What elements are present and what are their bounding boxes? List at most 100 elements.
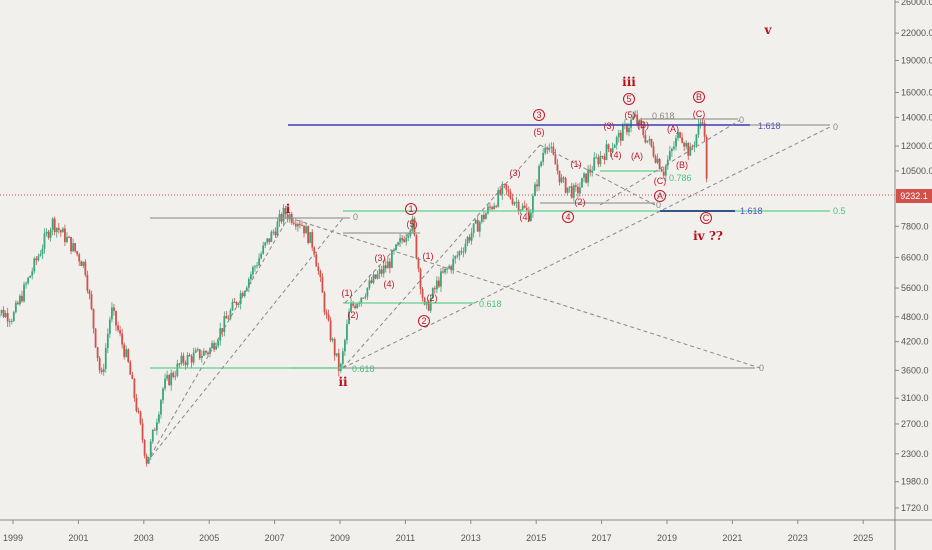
candle [125,349,128,357]
price-axis[interactable]: 26000.0 22000.0 19000.0 16000.0 14000.0 12000… [895,0,932,513]
candle [292,222,295,224]
candle [628,127,630,133]
candle [233,301,236,303]
candle [223,316,226,333]
candle [4,313,7,318]
y-tick-label: 10500.0 [901,166,932,176]
candle [468,237,471,241]
candle [583,173,585,178]
candle [399,238,401,243]
candle [217,340,220,346]
candle [664,165,667,176]
candle [186,355,189,366]
wave-ii-label: ii [338,375,348,389]
candle [554,154,557,165]
candle [317,266,320,272]
candle [104,348,107,369]
candle [68,236,70,238]
x-tick-label: 2019 [657,533,677,543]
candle [591,170,594,173]
sub-wave-label: (4) [384,279,395,289]
time-axis[interactable]: 1999 2001 2003 2005 2007 2009 2011 2013 2015 2017… [3,520,873,543]
candle [570,186,573,198]
candle [268,238,271,242]
circle-5-text: 5 [626,94,631,104]
trend-line [146,217,289,463]
fib-label: 0 [759,363,764,373]
candle [143,439,146,456]
candle [599,156,602,165]
candle [37,255,40,261]
candle [166,375,168,379]
candle [391,250,393,268]
candle [597,157,600,165]
candle [247,279,250,288]
y-tick-label: 26000.0 [901,0,932,7]
candle [386,261,389,269]
y-tick-label: 2300.0 [901,449,929,459]
candle [192,352,195,363]
candle [421,289,424,298]
y-tick-label: 1720.0 [901,503,929,513]
candle [335,353,338,356]
candle [687,142,690,156]
circle-4-text: 4 [565,212,570,222]
candle [356,304,359,309]
candle [209,348,211,355]
candle [413,218,416,235]
candle [331,339,334,341]
candle [70,236,72,252]
circle-2 [418,315,430,327]
candle [482,214,485,220]
candle [376,273,379,279]
candle [243,291,246,297]
candle [534,184,536,196]
candle [662,171,665,176]
candle [153,429,156,431]
candle [303,225,305,234]
candle [31,271,34,276]
circle-a [654,190,666,202]
candle [10,320,13,322]
candle [705,137,708,179]
candle [491,207,493,209]
fib-label: 0.618 [652,111,675,121]
candle [115,310,117,326]
candle [366,287,369,297]
x-tick-label: 2023 [788,533,808,543]
candle [174,375,177,377]
y-tick-label: 12000.0 [901,141,932,151]
x-tick-label: 2021 [722,533,742,543]
sub-wave-label: (3) [510,168,521,178]
candle [585,173,587,183]
candle [66,236,68,243]
candle [321,276,324,293]
y-tick-label: 7800.0 [901,221,929,231]
candle [658,158,661,170]
candle [237,304,240,306]
candle [689,146,692,156]
sub-wave-labels: (5) (3) (4) (1) (2) (1) (2) (5) (3) (4) (1) (2) (3) (… [342,109,706,320]
candle [225,316,228,319]
fib-label: 0.618 [479,299,502,309]
circle-1 [405,203,417,215]
candle [121,333,124,345]
candle [29,275,32,278]
candle [53,218,56,233]
candle [574,185,577,187]
candle [262,245,265,254]
candle [235,302,238,305]
candle [444,268,446,273]
candle [188,355,191,357]
candle [529,212,532,222]
candle [550,146,553,148]
candle [274,231,277,236]
candle [560,177,563,183]
fib-labels: 0 0.618 0.618 0 0 1.618 0 0.618 0.786 0 1.618 0.5 [352,111,846,374]
candle [695,134,698,146]
candle [82,261,85,266]
candle [329,320,332,341]
sub-wave-label: (5) [534,127,545,137]
